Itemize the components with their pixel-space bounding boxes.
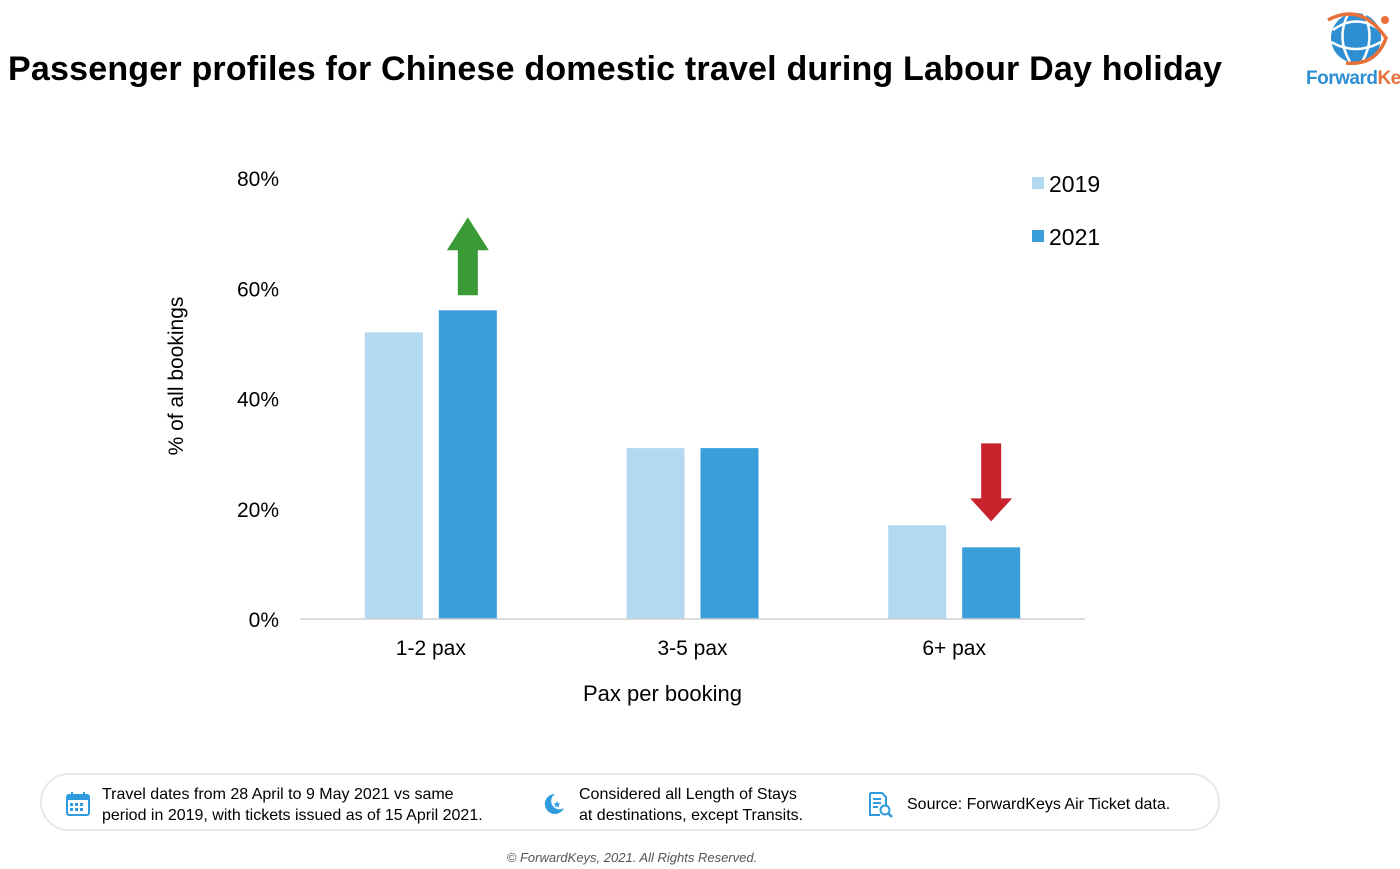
legend-label: 2021	[1049, 224, 1100, 250]
bar	[700, 448, 759, 619]
bar	[626, 448, 685, 619]
y-axis-label: % of all bookings	[165, 297, 188, 456]
note-travel-dates: Travel dates from 28 April to 9 May 2021…	[102, 786, 483, 824]
trend-up-arrow	[446, 217, 489, 296]
x-axis-label: Pax per booking	[583, 681, 742, 706]
bar	[888, 525, 947, 619]
note-length-of-stay: Considered all Length of Stays at destin…	[579, 786, 804, 824]
y-tick-label: 80%	[237, 168, 279, 191]
x-tick-label: 3-5 pax	[657, 637, 728, 660]
legend-swatch	[1032, 177, 1044, 189]
moon-star-icon	[544, 793, 564, 814]
globe-icon	[1327, 12, 1389, 66]
bar	[438, 310, 497, 619]
legend-swatch	[1032, 230, 1044, 242]
y-tick-label: 60%	[237, 278, 279, 301]
footer-notes	[40, 773, 1220, 831]
x-tick-label: 1-2 pax	[396, 637, 467, 660]
document-search-icon	[869, 792, 893, 818]
logo-text: ForwardKeys	[1306, 68, 1400, 89]
bar-chart: 0% 20% 40% 60% 80% 1-2 pax 3-5 pax 6+ pax Pax pe…	[165, 168, 1100, 706]
x-tick-label: 6+ pax	[922, 637, 986, 660]
trend-down-arrow	[970, 443, 1013, 522]
y-tick-label: 40%	[237, 389, 279, 412]
calendar-icon	[66, 792, 90, 816]
legend-label: 2019	[1049, 171, 1100, 197]
y-tick-label: 0%	[249, 609, 279, 632]
bar	[364, 332, 423, 619]
page-title: Passenger profiles for Chinese domestic …	[8, 50, 1223, 88]
bar	[962, 547, 1021, 619]
copyright: © ForwardKeys, 2021. All Rights Reserved…	[506, 850, 758, 865]
y-tick-label: 20%	[237, 499, 279, 522]
note-source: Source: ForwardKeys Air Ticket data.	[907, 796, 1171, 813]
forwardkeys-logo: ForwardKeys	[1306, 8, 1400, 94]
